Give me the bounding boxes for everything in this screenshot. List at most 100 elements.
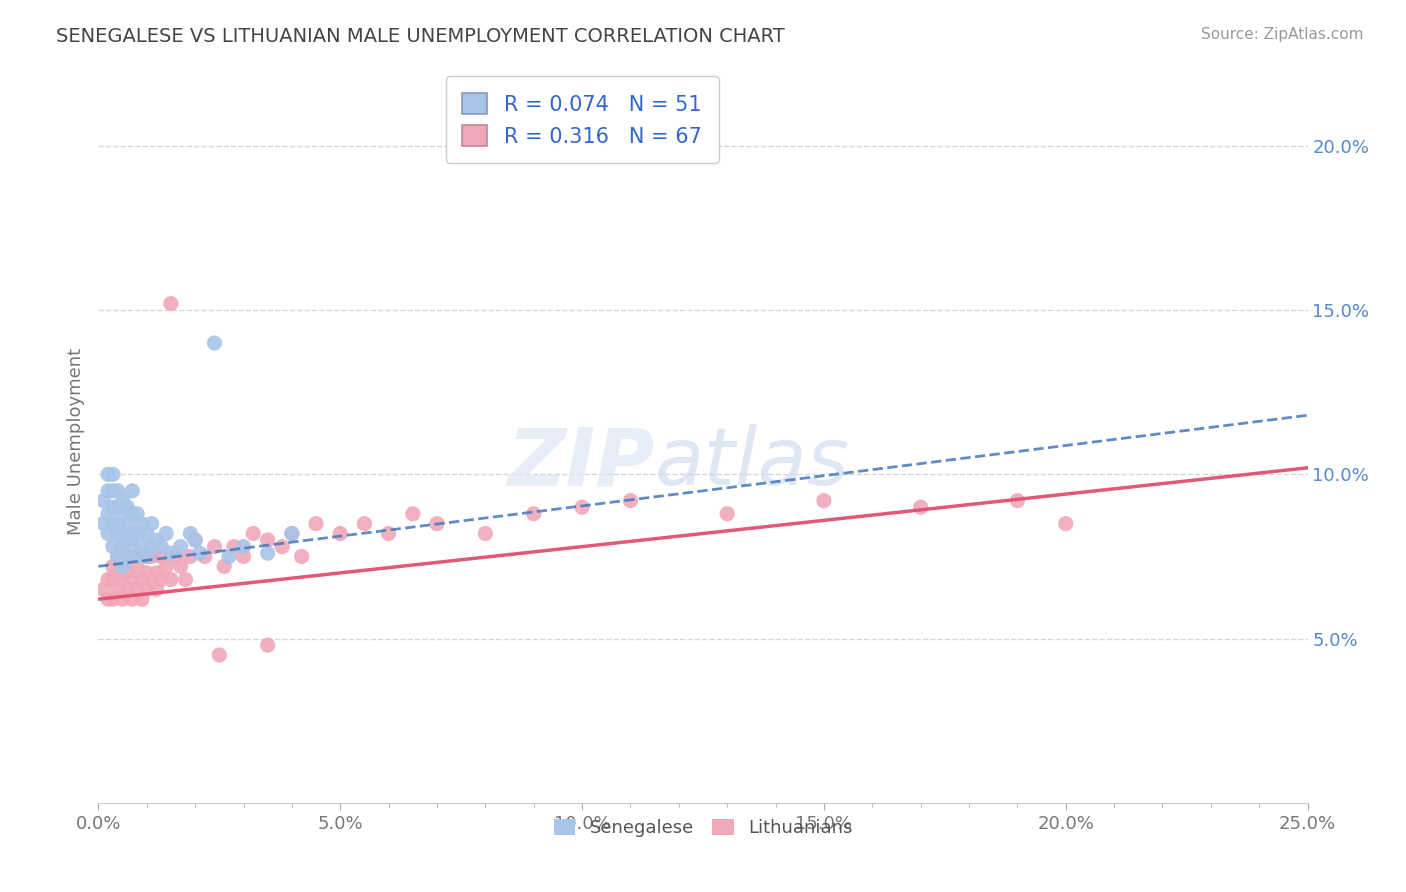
Point [107,526,129,541]
Point [1007,493,1029,508]
Point [97,573,120,587]
Point [402,507,425,521]
Point [107,483,129,498]
Point [204,540,226,554]
Point [256,533,278,547]
Point [127,507,149,521]
Point [121,592,143,607]
Point [101,559,124,574]
Point [329,526,352,541]
Y-axis label: Male Unemployment: Male Unemployment [66,348,84,535]
Point [150,540,173,554]
Point [121,540,143,554]
Point [107,549,129,564]
Point [101,483,124,498]
Point [188,546,211,560]
Point [107,582,129,597]
Point [97,526,120,541]
Point [145,566,167,580]
Point [160,296,183,310]
Point [111,493,134,508]
Point [179,526,201,541]
Point [107,500,129,515]
Point [127,582,149,597]
Point [117,500,139,515]
Point [131,516,153,531]
Point [111,559,134,574]
Point [523,507,546,521]
Point [121,573,143,587]
Point [256,638,278,652]
Point [127,559,149,574]
Point [121,526,143,541]
Point [135,566,157,580]
Point [91,516,114,531]
Point [121,549,143,564]
Point [145,533,167,547]
Point [271,540,294,554]
Point [813,493,835,508]
Point [194,549,217,564]
Point [204,336,226,351]
Point [256,546,278,560]
Point [141,549,163,564]
Point [716,507,738,521]
Point [91,582,114,597]
Point [474,526,496,541]
Point [111,559,134,574]
Point [150,573,173,587]
Point [101,467,124,482]
Point [377,526,399,541]
Point [121,507,143,521]
Point [111,573,134,587]
Point [619,493,641,508]
Point [111,526,134,541]
Point [218,549,240,564]
Point [208,648,231,662]
Point [91,493,114,508]
Point [232,549,254,564]
Point [141,540,163,554]
Point [131,540,153,554]
Point [117,582,139,597]
Point [135,526,157,541]
Point [145,582,167,597]
Point [353,516,375,531]
Point [281,526,304,541]
Legend: Senegalese, Lithuanians: Senegalese, Lithuanians [547,812,859,845]
Point [97,467,120,482]
Point [155,559,177,574]
Point [290,549,312,564]
Point [117,549,139,564]
Point [107,549,129,564]
Point [232,540,254,554]
Point [165,549,187,564]
Point [97,592,120,607]
Point [101,592,124,607]
Point [101,573,124,587]
Point [117,566,139,580]
Point [135,549,157,564]
Point [1054,516,1077,531]
Point [184,533,207,547]
Point [111,592,134,607]
Point [150,549,173,564]
Point [305,516,328,531]
Point [281,526,304,541]
Point [212,559,235,574]
Point [910,500,932,515]
Point [160,546,183,560]
Point [107,566,129,580]
Point [107,516,129,531]
Text: Source: ZipAtlas.com: Source: ZipAtlas.com [1201,27,1364,42]
Point [426,516,449,531]
Point [121,483,143,498]
Point [242,526,264,541]
Point [135,549,157,564]
Text: SENEGALESE VS LITHUANIAN MALE UNEMPLOYMENT CORRELATION CHART: SENEGALESE VS LITHUANIAN MALE UNEMPLOYME… [56,27,785,45]
Point [179,549,201,564]
Point [131,592,153,607]
Point [174,573,197,587]
Point [131,573,153,587]
Point [141,573,163,587]
